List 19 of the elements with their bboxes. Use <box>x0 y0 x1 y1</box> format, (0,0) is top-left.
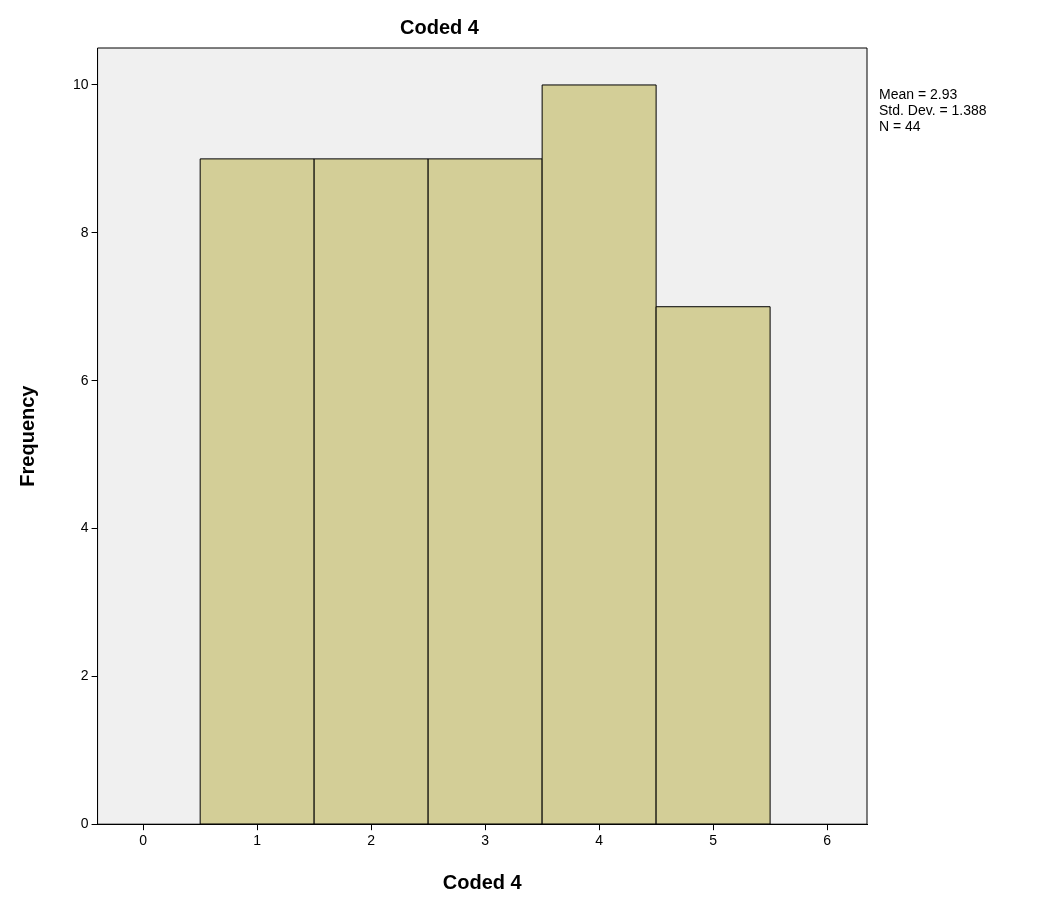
text: N = 44 <box>879 117 921 134</box>
x-tick-label: 2 <box>367 832 376 849</box>
y-tick-label: 8 <box>80 223 89 240</box>
chart-title: Coded 4 <box>400 15 480 38</box>
x-tick-label: 0 <box>139 832 148 849</box>
text: Std. Dev. = 1.388 <box>879 101 987 118</box>
x-tick-label: 5 <box>709 832 718 849</box>
text: Mean = 2.93 <box>879 85 958 102</box>
y-tick-label: 4 <box>80 519 89 536</box>
x-tick-label: 3 <box>481 832 490 849</box>
x-tick-label: 4 <box>595 832 604 849</box>
x-axis-title: Coded 4 <box>442 870 523 893</box>
x-tick-label: 1 <box>253 832 262 849</box>
x-tick-label: 6 <box>823 832 832 849</box>
y-tick-label: 10 <box>72 75 89 92</box>
y-tick-label: 2 <box>80 667 89 684</box>
y-tick-label: 6 <box>80 371 89 388</box>
y-tick-label: 0 <box>80 815 89 832</box>
y-axis-title: Frequency <box>15 384 38 487</box>
